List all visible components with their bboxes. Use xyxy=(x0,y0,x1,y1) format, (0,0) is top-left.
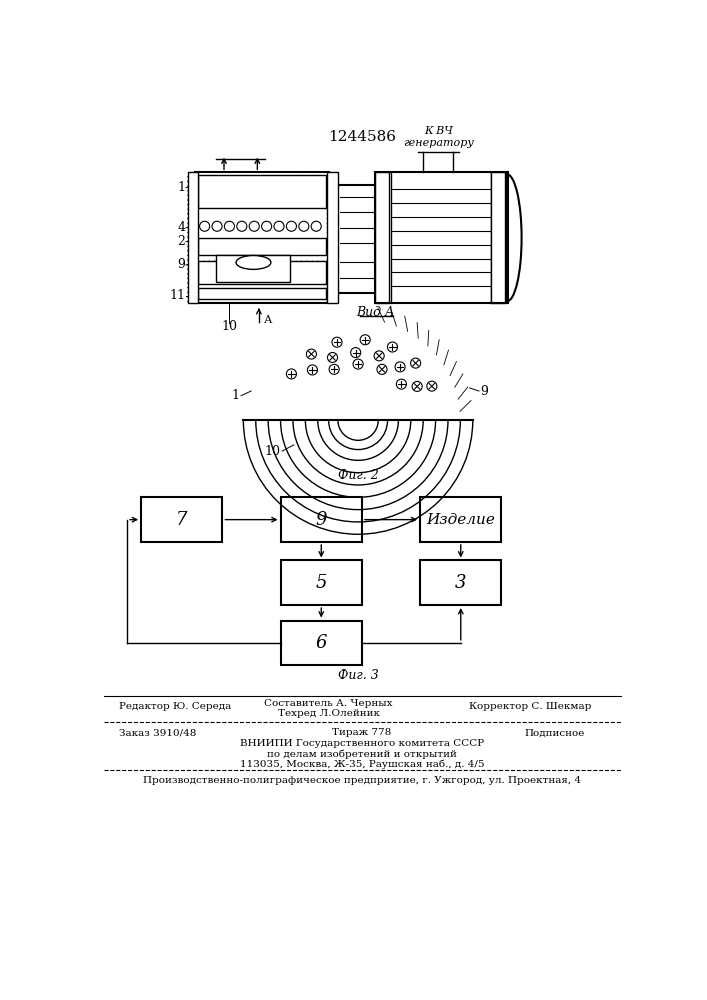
Text: 9: 9 xyxy=(177,258,185,271)
Circle shape xyxy=(397,379,407,389)
Text: 11: 11 xyxy=(169,289,185,302)
Bar xyxy=(281,560,362,605)
Circle shape xyxy=(427,381,437,391)
Text: 9: 9 xyxy=(481,385,489,398)
Circle shape xyxy=(411,358,421,368)
Bar xyxy=(187,172,199,303)
Circle shape xyxy=(299,221,309,231)
Circle shape xyxy=(237,221,247,231)
Bar xyxy=(491,172,506,303)
Circle shape xyxy=(262,221,271,231)
Bar xyxy=(327,172,338,303)
Text: 9: 9 xyxy=(315,511,327,529)
Bar xyxy=(337,185,377,293)
Bar xyxy=(216,255,290,282)
Circle shape xyxy=(353,359,363,369)
Text: 7: 7 xyxy=(176,511,187,529)
Text: Корректор С. Шекмар: Корректор С. Шекмар xyxy=(469,702,591,711)
Ellipse shape xyxy=(236,256,271,269)
Text: 1244586: 1244586 xyxy=(328,130,396,144)
Circle shape xyxy=(332,337,342,347)
Text: 113035, Москва, Ж-35, Раушская наб., д. 4/5: 113035, Москва, Ж-35, Раушская наб., д. … xyxy=(240,759,484,769)
Bar xyxy=(195,172,329,303)
Circle shape xyxy=(387,342,397,352)
Text: Вид А: Вид А xyxy=(356,306,395,319)
Text: 1: 1 xyxy=(231,389,240,402)
Bar xyxy=(375,172,508,303)
Text: Фиг. 2: Фиг. 2 xyxy=(338,469,378,482)
Text: 3: 3 xyxy=(455,574,467,592)
Text: Подписное: Подписное xyxy=(524,728,585,737)
Circle shape xyxy=(286,221,296,231)
Circle shape xyxy=(274,221,284,231)
Circle shape xyxy=(306,349,317,359)
Circle shape xyxy=(351,348,361,358)
Bar xyxy=(281,497,362,542)
Text: Фиг. 3: Фиг. 3 xyxy=(338,669,378,682)
Bar xyxy=(199,288,325,299)
Bar xyxy=(281,620,362,665)
Text: К ВЧ
генератору: К ВЧ генератору xyxy=(403,126,474,148)
Text: 6: 6 xyxy=(315,634,327,652)
Bar xyxy=(199,261,325,284)
Text: 10: 10 xyxy=(264,445,281,458)
Circle shape xyxy=(412,381,422,391)
Bar xyxy=(199,175,325,208)
Text: 5: 5 xyxy=(315,574,327,592)
Text: 1: 1 xyxy=(177,181,185,194)
Text: Составитель А. Черных: Составитель А. Черных xyxy=(264,699,393,708)
Circle shape xyxy=(329,364,339,374)
Text: Производственно-полиграфическое предприятие, г. Ужгород, ул. Проектная, 4: Производственно-полиграфическое предприя… xyxy=(143,776,581,785)
Bar xyxy=(375,172,389,303)
Text: 10: 10 xyxy=(221,320,238,333)
Bar xyxy=(141,497,223,542)
Circle shape xyxy=(327,352,337,362)
Text: Техред Л.Олейник: Техред Л.Олейник xyxy=(278,709,380,718)
Bar xyxy=(491,172,506,303)
Circle shape xyxy=(249,221,259,231)
Text: 2: 2 xyxy=(177,235,185,248)
Bar xyxy=(187,172,199,303)
Text: Редактор Ю. Середа: Редактор Ю. Середа xyxy=(119,702,232,711)
Bar xyxy=(199,238,325,255)
Circle shape xyxy=(212,221,222,231)
Text: ВНИИПИ Государственного комитета СССР: ВНИИПИ Государственного комитета СССР xyxy=(240,739,484,748)
Circle shape xyxy=(395,362,405,372)
Bar xyxy=(420,497,501,542)
Bar xyxy=(199,261,325,284)
Circle shape xyxy=(377,364,387,374)
Text: Заказ 3910/48: Заказ 3910/48 xyxy=(119,728,197,737)
Text: по делам изобретений и открытий: по делам изобретений и открытий xyxy=(267,749,457,759)
Bar xyxy=(420,560,501,605)
Bar xyxy=(375,172,389,303)
Circle shape xyxy=(286,369,296,379)
Text: 4: 4 xyxy=(177,221,185,234)
Circle shape xyxy=(224,221,235,231)
Circle shape xyxy=(374,351,384,361)
Text: Тираж 778: Тираж 778 xyxy=(332,728,392,737)
Circle shape xyxy=(360,335,370,345)
Circle shape xyxy=(308,365,317,375)
Text: Изделие: Изделие xyxy=(426,513,495,527)
Bar xyxy=(199,175,325,208)
Text: А: А xyxy=(264,315,272,325)
Circle shape xyxy=(199,221,210,231)
Circle shape xyxy=(311,221,321,231)
Bar xyxy=(327,172,338,303)
